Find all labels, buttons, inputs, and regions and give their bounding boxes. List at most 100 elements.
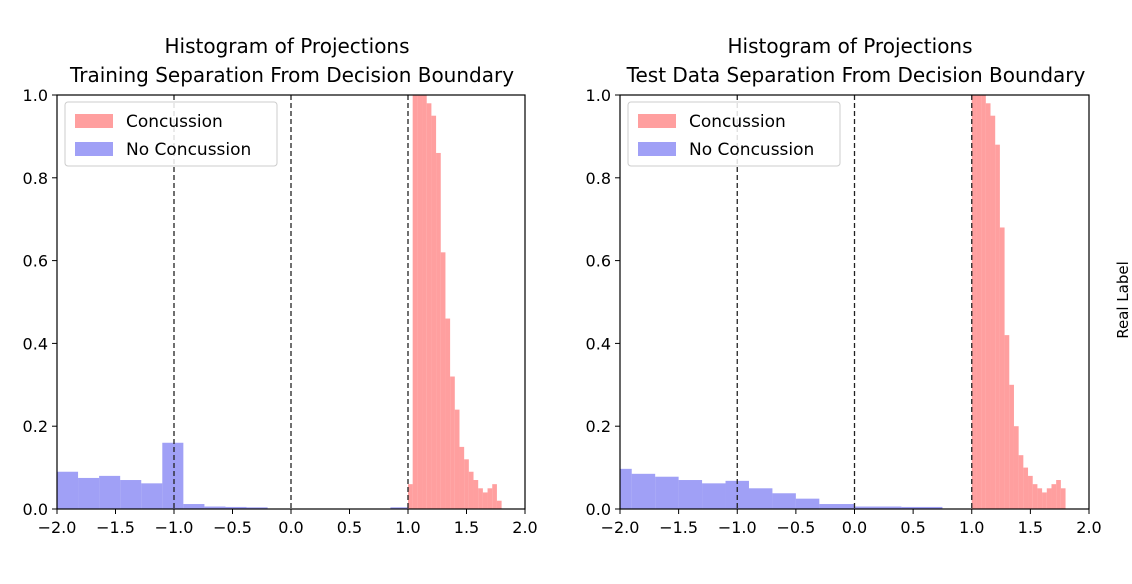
no-concussion-legend-swatch [638, 142, 676, 156]
chart-title: Histogram of Projections [727, 34, 972, 58]
concussion-bar [408, 484, 413, 509]
concussion-bar [1028, 475, 1033, 509]
concussion-bar [426, 103, 432, 509]
x-tick-label: −1.0 [718, 518, 757, 537]
no-concussion-bar [901, 506, 943, 509]
no-concussion-bar [748, 488, 773, 509]
y-tick-label: 0.8 [586, 169, 611, 188]
no-concussion-bar [57, 471, 79, 509]
side-axis-label: Real Label [1114, 261, 1132, 339]
concussion-bar [496, 500, 502, 509]
bars-group [57, 95, 502, 509]
concussion-bar [468, 471, 474, 509]
concussion-bar [1018, 455, 1024, 509]
no-concussion-bar [204, 506, 226, 509]
no-concussion-bar [78, 477, 100, 509]
concussion-bar [450, 376, 455, 509]
concussion-bar [1009, 384, 1014, 509]
no-concussion-bar [225, 506, 247, 509]
concussion-bar [412, 95, 418, 509]
x-tick-label: 0.5 [337, 518, 362, 537]
no-concussion-bar [99, 475, 121, 509]
plot-area: −2.0 −1.5 −1.0 −0.5 0.0 0.5 1.0 1.5 2.0 0.0 0.2 0.4… [586, 86, 1102, 537]
x-tick-label: −2.0 [38, 518, 77, 537]
concussion-bar [478, 488, 483, 509]
no-concussion-bar [390, 507, 408, 509]
legend-box [64, 101, 278, 167]
x-tick-label: 0.0 [842, 518, 867, 537]
x-tick-label: 1.5 [454, 518, 479, 537]
concussion-bar [454, 409, 460, 509]
concussion-bar [1032, 484, 1038, 509]
y-tick-label: 0.4 [23, 334, 48, 353]
concussion-bar [985, 103, 991, 509]
concussion-bar [417, 95, 423, 509]
concussion-legend-swatch [638, 114, 676, 128]
x-tick-label: −1.5 [96, 518, 135, 537]
no-concussion-bar [655, 476, 679, 509]
no-concussion-bar [819, 504, 855, 509]
concussion-bar [1013, 426, 1019, 509]
legend: Concussion No Concussion [627, 101, 841, 167]
bars-group [620, 95, 1066, 509]
no-concussion-bar [162, 442, 184, 509]
concussion-legend-label: Concussion [689, 112, 786, 132]
y-tick-label: 0.0 [23, 500, 48, 519]
no-concussion-bar [620, 468, 632, 509]
no-concussion-legend-swatch [75, 142, 113, 156]
no-concussion-bar [631, 473, 656, 509]
x-tick-label: −2.0 [601, 518, 640, 537]
x-tick-label: 2.0 [512, 518, 537, 537]
concussion-bar [1023, 467, 1029, 509]
x-tick-label: −0.5 [213, 518, 252, 537]
y-tick-label: 0.4 [586, 334, 611, 353]
legend-box [627, 101, 841, 167]
plot-area: −2.0 −1.5 −1.0 −0.5 0.0 0.5 1.0 1.5 2.0 0.0 0.2 0.4… [23, 86, 538, 537]
concussion-bar [1056, 480, 1061, 509]
concussion-bar [459, 446, 465, 509]
x-tick-label: 0.0 [278, 518, 303, 537]
x-tick-label: 1.5 [1018, 518, 1043, 537]
x-tick-label: 1.0 [395, 518, 420, 537]
x-tick-label: −1.0 [155, 518, 194, 537]
concussion-bar [487, 488, 493, 509]
no-concussion-bar [120, 480, 142, 509]
concussion-bar [422, 95, 427, 509]
no-concussion-legend-label: No Concussion [689, 140, 814, 160]
y-tick-label: 0.6 [23, 252, 48, 271]
no-concussion-bar [678, 480, 703, 509]
concussion-bar [999, 227, 1005, 509]
concussion-bar [1046, 488, 1052, 509]
training-histogram-panel: Histogram of Projections Training Separa… [23, 34, 538, 537]
x-tick-label: 0.5 [900, 518, 925, 537]
no-concussion-legend-label: No Concussion [126, 140, 251, 160]
concussion-bar [981, 95, 986, 509]
x-tick-label: 1.0 [959, 518, 984, 537]
concussion-bar [482, 492, 488, 509]
concussion-bar [492, 484, 497, 509]
legend: Concussion No Concussion [64, 101, 278, 167]
y-tick-label: 1.0 [586, 86, 611, 105]
no-concussion-bar [725, 480, 749, 509]
concussion-bar [436, 152, 441, 509]
concussion-bar [473, 480, 479, 509]
no-concussion-bar [772, 493, 796, 509]
no-concussion-bar [702, 483, 726, 509]
chart-subtitle: Test Data Separation From Decision Bound… [626, 63, 1086, 87]
concussion-bar [1042, 492, 1047, 509]
chart-subtitle: Training Separation From Decision Bounda… [69, 63, 514, 87]
concussion-bar [990, 115, 996, 509]
concussion-bar [976, 95, 982, 509]
y-tick-label: 1.0 [23, 86, 48, 105]
no-concussion-bar [795, 498, 820, 509]
concussion-bar [431, 115, 437, 509]
x-tick-label: −1.5 [659, 518, 698, 537]
no-concussion-bar [854, 506, 902, 509]
concussion-bar [1004, 335, 1010, 509]
y-tick-label: 0.0 [586, 500, 611, 519]
concussion-bar [1051, 484, 1057, 509]
y-tick-label: 0.2 [23, 417, 48, 436]
no-concussion-bar [246, 507, 268, 509]
y-tick-label: 0.8 [23, 169, 48, 188]
